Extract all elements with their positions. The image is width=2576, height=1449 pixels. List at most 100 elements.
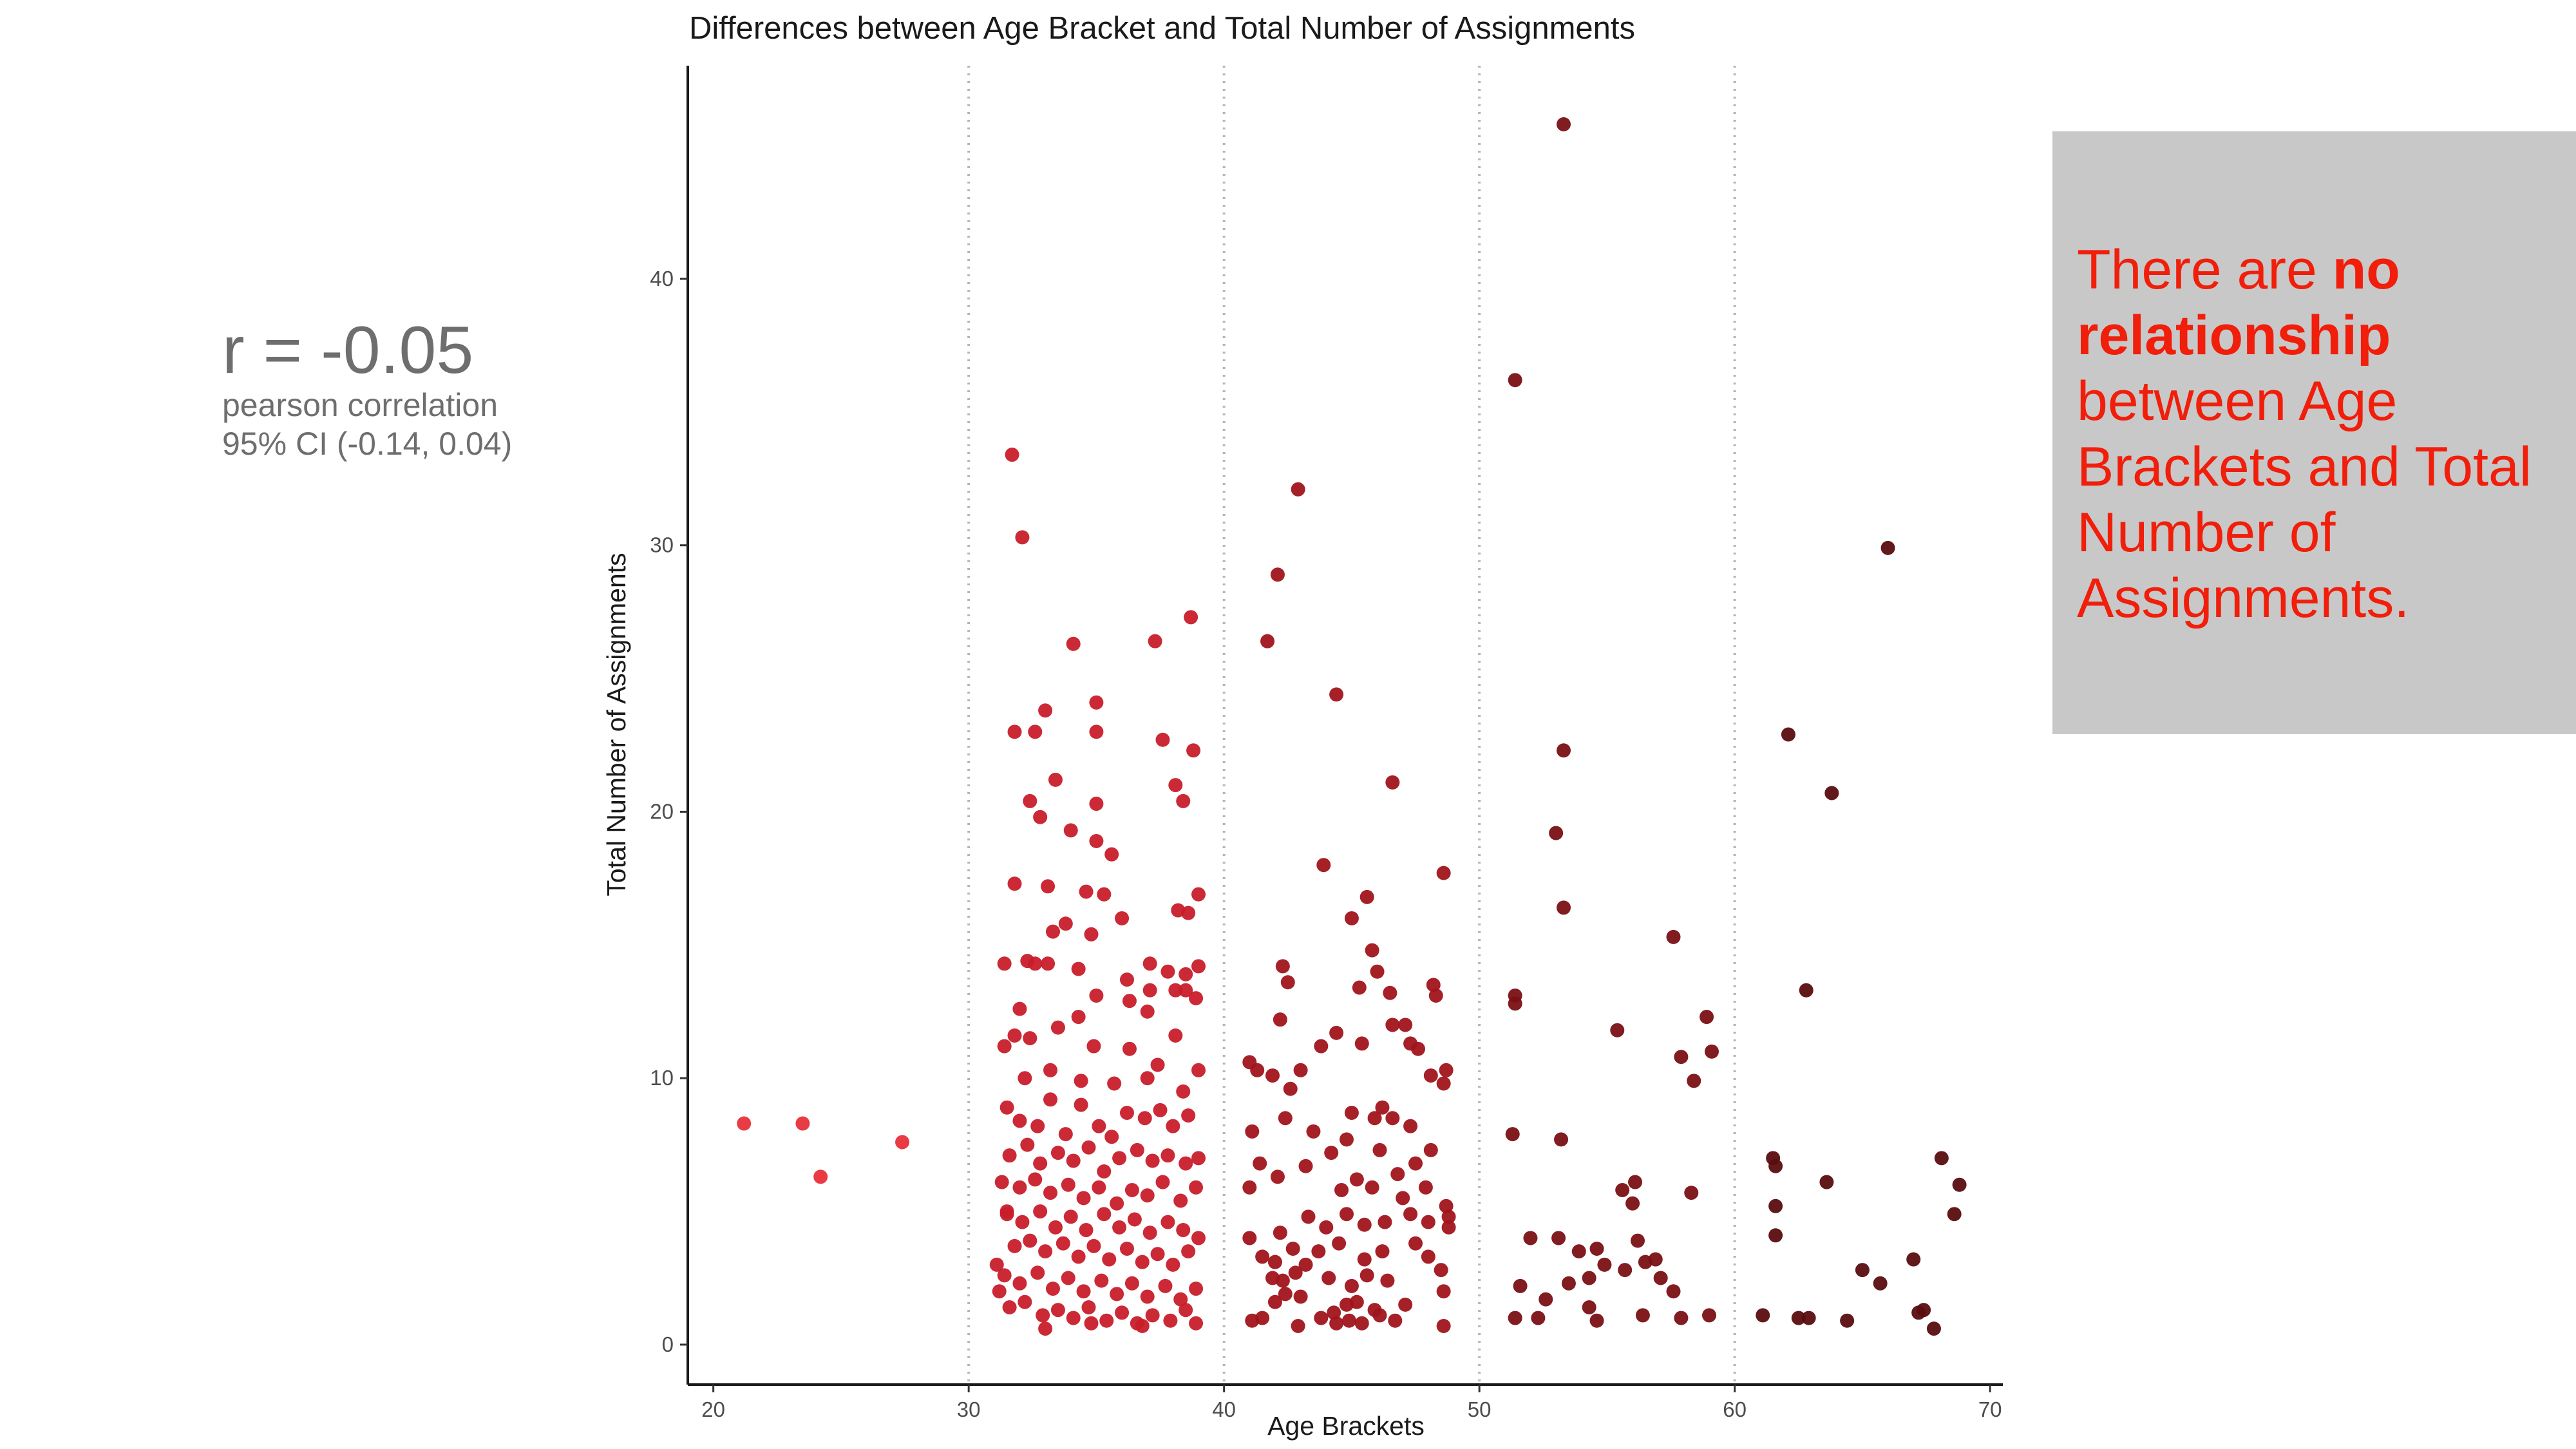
data-point xyxy=(1298,1257,1313,1272)
data-point xyxy=(1242,1180,1257,1195)
data-point xyxy=(1436,1076,1451,1091)
data-point xyxy=(1089,797,1104,811)
data-point xyxy=(1186,743,1201,758)
data-point xyxy=(1408,1236,1423,1251)
data-point xyxy=(1166,1257,1180,1272)
data-point xyxy=(1012,1276,1027,1291)
x-axis-title: Age Brackets xyxy=(1267,1411,1425,1441)
data-point xyxy=(1378,1215,1392,1229)
data-point xyxy=(1043,1186,1058,1200)
data-point xyxy=(1030,1119,1045,1133)
data-point xyxy=(1819,1175,1834,1189)
data-point xyxy=(1191,887,1206,902)
data-point xyxy=(1036,1308,1050,1323)
data-point xyxy=(1618,1263,1633,1278)
data-point xyxy=(1084,1316,1099,1331)
data-point xyxy=(895,1135,910,1150)
data-point xyxy=(1436,1284,1451,1299)
data-point xyxy=(1421,1249,1435,1264)
data-point xyxy=(1056,1236,1070,1251)
data-point xyxy=(994,1175,1009,1189)
data-point xyxy=(1028,1172,1043,1187)
data-point xyxy=(1115,911,1130,925)
data-point xyxy=(1176,793,1191,808)
data-point xyxy=(1423,1142,1438,1157)
data-point xyxy=(1441,1209,1456,1224)
data-point xyxy=(1071,1249,1086,1264)
data-point xyxy=(1023,1233,1037,1248)
data-point xyxy=(1396,1191,1410,1206)
data-point xyxy=(1076,1284,1091,1299)
data-point xyxy=(1119,1241,1134,1256)
data-point xyxy=(1005,448,1019,462)
y-tick-label: 30 xyxy=(650,533,674,557)
data-point xyxy=(1097,887,1112,902)
data-point xyxy=(1934,1151,1949,1166)
data-point xyxy=(997,1039,1012,1054)
data-point xyxy=(1687,1074,1701,1088)
data-point xyxy=(1191,1063,1206,1077)
data-point xyxy=(1002,1148,1017,1163)
data-point xyxy=(1250,1063,1265,1077)
data-point xyxy=(1189,991,1204,1006)
data-point xyxy=(1329,1316,1344,1331)
data-point xyxy=(1341,1313,1356,1328)
data-point xyxy=(1179,1303,1193,1318)
data-point xyxy=(1140,1071,1155,1086)
data-point xyxy=(997,956,1012,971)
data-point xyxy=(1385,1111,1400,1126)
data-point xyxy=(1380,1273,1395,1288)
data-point xyxy=(1372,1308,1387,1323)
data-point xyxy=(1339,1132,1354,1147)
data-point xyxy=(1018,1294,1032,1309)
data-point xyxy=(1142,956,1157,971)
data-point xyxy=(1801,1311,1816,1325)
data-point xyxy=(1270,567,1285,582)
data-point xyxy=(1145,1153,1160,1168)
callout-bold-2: relationship xyxy=(2077,305,2391,366)
data-point xyxy=(1768,1228,1783,1243)
data-point xyxy=(1702,1308,1717,1323)
data-point xyxy=(1648,1252,1663,1267)
data-point xyxy=(1316,858,1331,873)
data-point xyxy=(1086,1039,1101,1054)
data-point xyxy=(1119,1105,1134,1120)
chart-title: Differences between Age Bracket and Tota… xyxy=(689,11,1635,46)
data-point xyxy=(1110,1196,1124,1211)
data-point xyxy=(1334,1182,1349,1197)
data-point xyxy=(1700,1010,1714,1025)
data-point xyxy=(1873,1276,1888,1291)
data-point xyxy=(1148,634,1162,649)
data-point xyxy=(1245,1124,1260,1139)
data-point xyxy=(1150,1057,1165,1072)
data-point xyxy=(1370,964,1385,979)
data-point xyxy=(1306,1124,1321,1139)
data-point xyxy=(1280,975,1295,990)
data-point xyxy=(1610,1023,1625,1037)
data-point xyxy=(1625,1196,1640,1211)
data-point xyxy=(1058,916,1073,931)
data-point xyxy=(1278,1111,1293,1126)
data-point xyxy=(1799,983,1814,998)
data-point xyxy=(1359,889,1374,904)
data-point xyxy=(1191,1231,1206,1245)
x-tick-label: 20 xyxy=(701,1397,725,1421)
data-point xyxy=(1508,1311,1522,1325)
data-point xyxy=(1418,1180,1433,1195)
confidence-interval: 95% CI (-0.14, 0.04) xyxy=(222,426,513,462)
data-point xyxy=(1344,1278,1359,1293)
data-point xyxy=(1635,1308,1650,1323)
data-point xyxy=(1033,1156,1048,1171)
data-point xyxy=(1063,823,1078,838)
data-point xyxy=(1314,1039,1329,1054)
data-point xyxy=(1423,1068,1438,1083)
data-point xyxy=(1012,1113,1027,1128)
data-point xyxy=(1615,1182,1630,1197)
data-point xyxy=(1275,1273,1290,1288)
data-point xyxy=(1150,1247,1165,1262)
data-point xyxy=(1365,943,1379,958)
data-point xyxy=(1094,1273,1109,1288)
data-point xyxy=(1383,985,1397,1000)
data-point xyxy=(813,1170,828,1184)
data-point xyxy=(1097,1207,1112,1222)
